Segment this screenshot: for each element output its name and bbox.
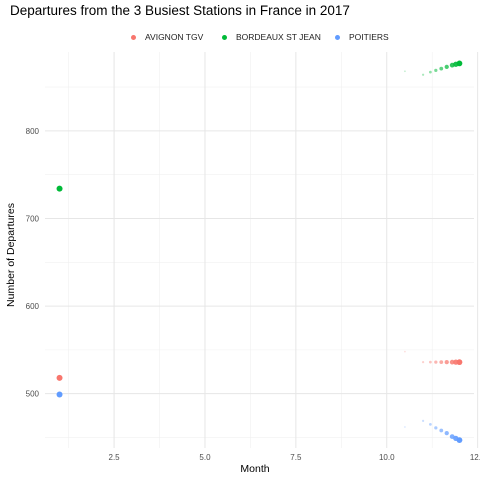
trail-point (404, 350, 406, 353)
data-point (56, 391, 63, 398)
y-axis-title: Number of Departures (5, 203, 17, 307)
trail-point (429, 360, 432, 364)
trail-point (444, 430, 449, 436)
trail-point (404, 426, 406, 428)
trail-point (456, 437, 463, 444)
x-tick-label: 12.5 (470, 453, 480, 462)
legend-swatch-avignon (131, 34, 136, 40)
x-tick-label: 7.5 (290, 453, 302, 462)
trail-point (439, 428, 444, 433)
trail-point (456, 359, 463, 366)
trail-point (439, 66, 444, 71)
trail-point (434, 360, 438, 364)
legend-swatch-poitiers (335, 34, 340, 40)
y-tick-label: 500 (26, 390, 40, 399)
data-point (56, 374, 63, 381)
trail-point (421, 73, 425, 76)
grid-layer (45, 52, 479, 448)
trail-point (421, 419, 425, 422)
trail-point (456, 60, 463, 67)
legend-label-avignon: AVIGNON TGV (145, 32, 204, 42)
legend-item-bordeaux: BORDEAUX ST JEAN (222, 32, 321, 42)
trail-point (404, 70, 406, 73)
trail-point (449, 359, 455, 365)
trail-point (421, 361, 425, 364)
trail-point (439, 360, 444, 365)
trail-point (434, 68, 438, 73)
legend-label-bordeaux: BORDEAUX ST JEAN (236, 32, 321, 42)
x-tick-label: 2.5 (109, 453, 121, 462)
x-tick-label: 5.0 (199, 453, 211, 462)
y-tick-label: 800 (26, 127, 40, 136)
trail-layer (404, 60, 463, 444)
legend-item-avignon: AVIGNON TGV (131, 32, 203, 42)
trail-point (444, 360, 449, 365)
points-layer (56, 185, 63, 398)
legend: AVIGNON TGV BORDEAUX ST JEAN POITIERS (0, 32, 480, 46)
y-tick-label: 600 (26, 302, 40, 311)
trail-point (429, 70, 432, 74)
x-axis-title: Month (240, 463, 269, 475)
tick-layer: 2.5 5.0 7.5 10.0 12.5 500 600 700 800 (26, 127, 480, 462)
y-tick-label: 700 (26, 214, 40, 223)
data-point (56, 185, 63, 192)
trail-point (434, 426, 438, 430)
legend-item-poitiers: POITIERS (335, 32, 389, 42)
trail-point (444, 64, 449, 70)
legend-swatch-bordeaux (222, 34, 227, 40)
chart-title: Departures from the 3 Busiest Stations i… (10, 3, 350, 18)
x-tick-label: 10.0 (379, 453, 395, 462)
trail-point (429, 422, 432, 426)
legend-label-poitiers: POITIERS (349, 32, 389, 42)
